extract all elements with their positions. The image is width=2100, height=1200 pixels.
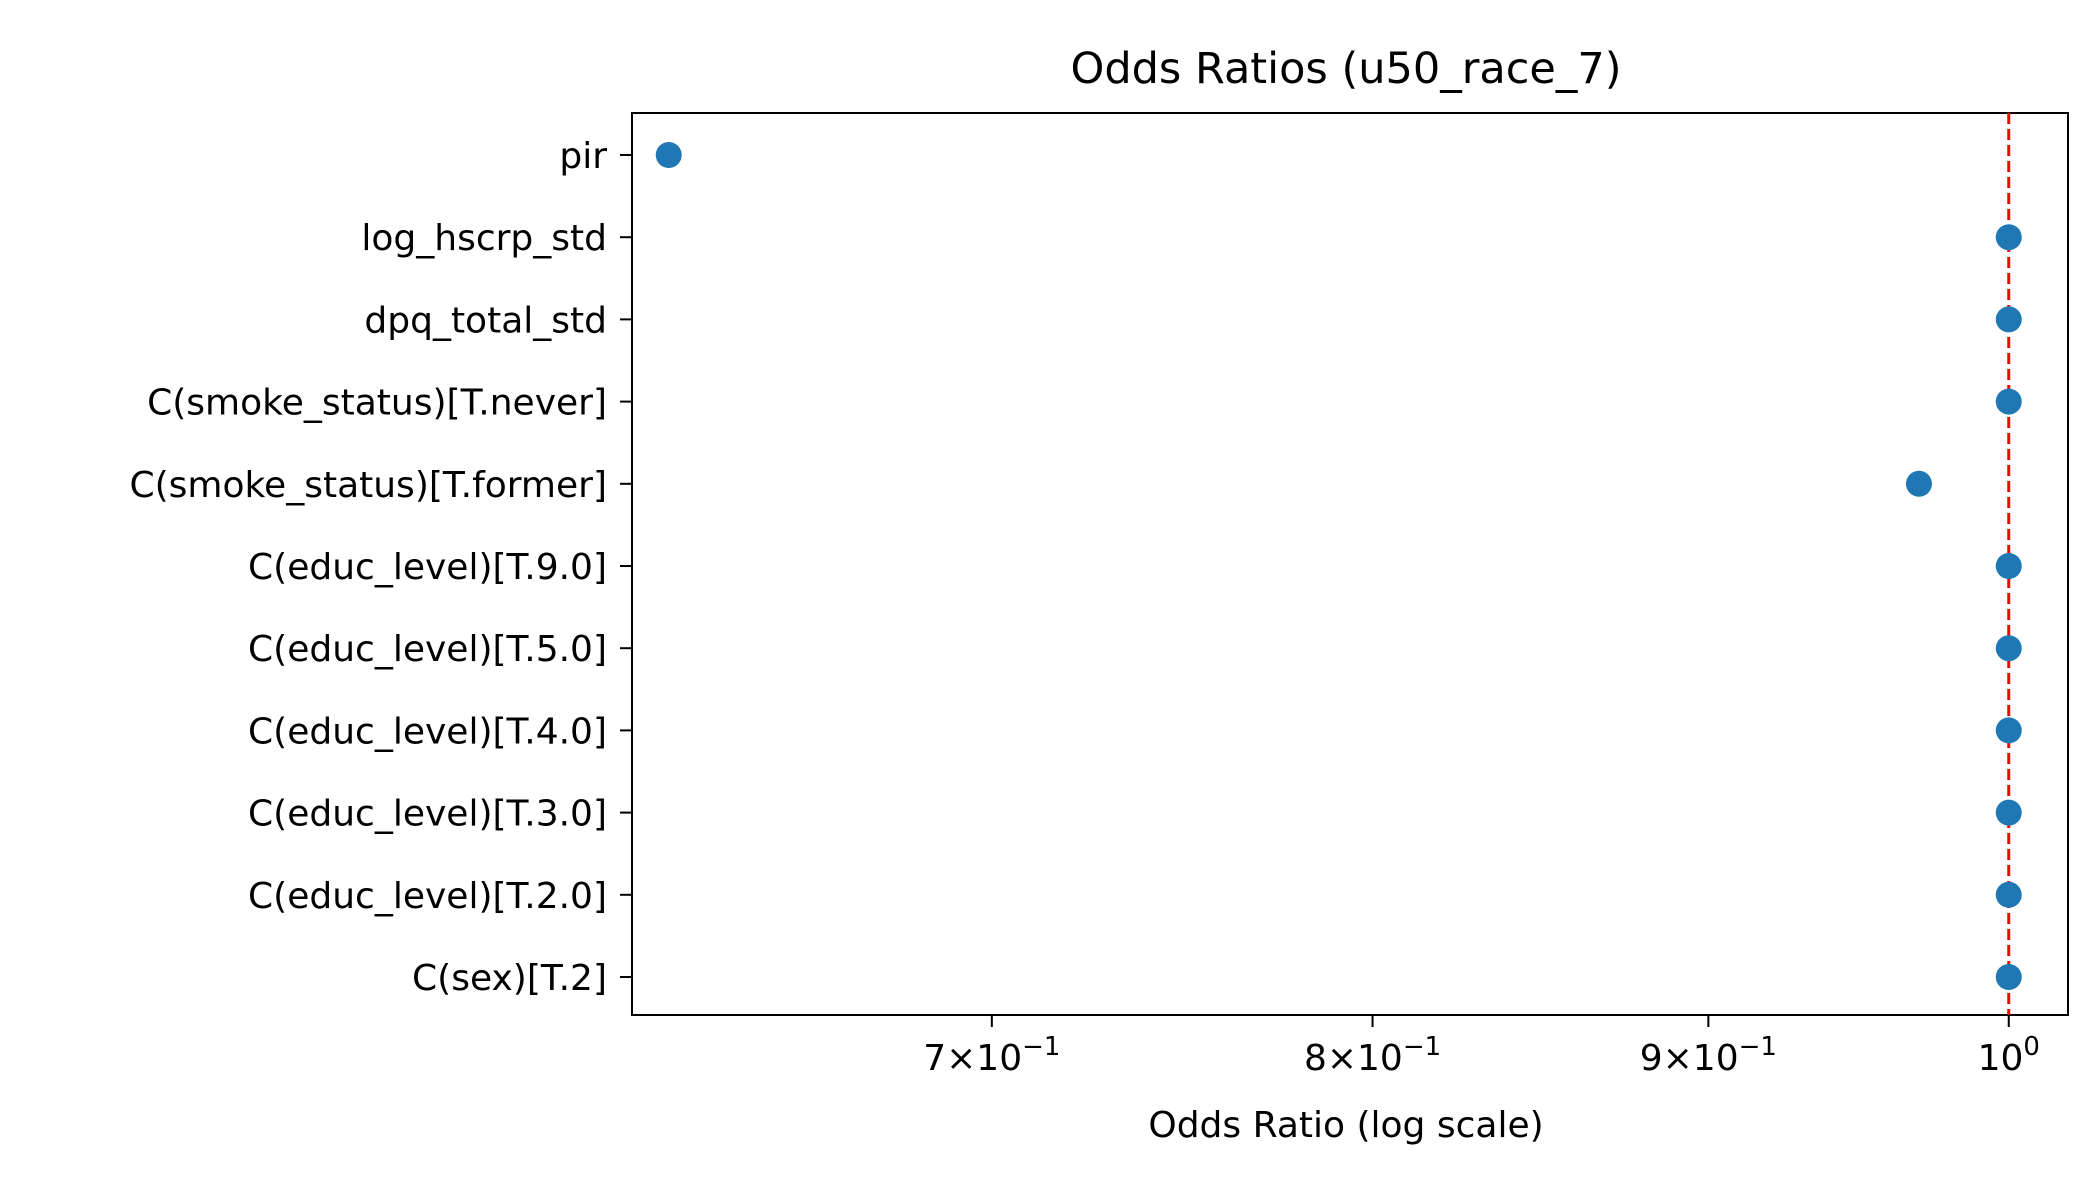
data-point xyxy=(1995,635,2022,662)
data-point xyxy=(1995,717,2022,744)
y-tick-label: pir xyxy=(559,136,607,177)
y-tick-label: C(educ_level)[T.3.0] xyxy=(248,794,607,835)
data-point xyxy=(1995,388,2022,415)
x-tick-label: 9×10−1 xyxy=(1640,1032,1777,1079)
data-point xyxy=(1995,799,2022,826)
y-tick-label: C(smoke_status)[T.former] xyxy=(129,465,607,506)
y-tick-label: C(educ_level)[T.2.0] xyxy=(248,876,607,917)
data-point xyxy=(1995,224,2022,251)
y-tick-label: dpq_total_std xyxy=(364,300,607,341)
data-point xyxy=(1995,553,2022,579)
y-tick-label: C(sex)[T.2] xyxy=(412,958,607,999)
points-layer xyxy=(655,142,2022,990)
data-point xyxy=(1905,470,1932,497)
y-tick-label: log_hscrp_std xyxy=(361,218,607,259)
y-axis: pir log_hscrp_std dpq_total_std C(smoke_sta… xyxy=(129,136,632,999)
data-point xyxy=(1995,306,2022,333)
x-tick-label: 8×10−1 xyxy=(1304,1032,1441,1079)
x-tick-label: 7×10−1 xyxy=(923,1032,1060,1079)
x-axis-label: Odds Ratio (log scale) xyxy=(1148,1105,1543,1146)
x-tick-label: 100 xyxy=(1978,1032,2040,1079)
y-tick-label: C(smoke_status)[T.never] xyxy=(147,383,607,424)
chart-title: Odds Ratios (u50_race_7) xyxy=(1071,44,1622,94)
data-point xyxy=(1995,964,2022,990)
y-tick-label: C(educ_level)[T.4.0] xyxy=(248,711,607,752)
y-tick-label: C(educ_level)[T.9.0] xyxy=(248,547,607,588)
data-point xyxy=(1995,881,2022,908)
data-point xyxy=(655,142,682,168)
x-axis: 7×10−1 8×10−1 9×10−1 100 xyxy=(923,1015,2040,1079)
plot-area xyxy=(631,112,2069,1016)
y-tick-label: C(educ_level)[T.5.0] xyxy=(248,629,607,670)
